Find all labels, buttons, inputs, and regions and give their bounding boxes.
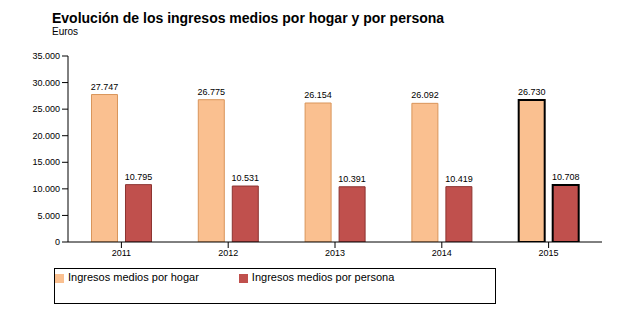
svg-text:26.154: 26.154 — [304, 90, 332, 100]
svg-text:35.000: 35.000 — [32, 51, 60, 61]
svg-text:26.775: 26.775 — [198, 87, 226, 97]
svg-text:0: 0 — [55, 237, 60, 247]
svg-text:10.531: 10.531 — [232, 173, 260, 183]
svg-text:26.730: 26.730 — [518, 87, 546, 97]
svg-text:26.092: 26.092 — [411, 90, 439, 100]
svg-text:10.391: 10.391 — [338, 174, 366, 184]
html-text:Ingresos medios por persona: Ingresos medios por persona — [251, 271, 395, 283]
svg-text:25.000: 25.000 — [32, 104, 60, 114]
svg-text:10.419: 10.419 — [445, 174, 473, 184]
svg-text:2015: 2015 — [539, 248, 559, 258]
svg-text:2013: 2013 — [325, 248, 345, 258]
svg-text:15.000: 15.000 — [32, 157, 60, 167]
svg-text:20.000: 20.000 — [32, 131, 60, 141]
svg-text:2014: 2014 — [432, 248, 452, 258]
html-text:Euros: Euros — [52, 26, 79, 37]
html-text:Ingresos medios por hogar: Ingresos medios por hogar — [68, 271, 199, 283]
html-text:Evolución de los ingresos medi: Evolución de los ingresos medios por hog… — [52, 10, 445, 26]
svg-text:30.000: 30.000 — [32, 78, 60, 88]
svg-text:10.795: 10.795 — [125, 172, 153, 182]
svg-text:2012: 2012 — [218, 248, 238, 258]
svg-text:2011: 2011 — [112, 248, 131, 258]
svg-text:10.000: 10.000 — [32, 184, 60, 194]
svg-text:10.708: 10.708 — [552, 172, 580, 182]
svg-text:27.747: 27.747 — [91, 82, 119, 92]
svg-text:5.000: 5.000 — [37, 211, 60, 221]
